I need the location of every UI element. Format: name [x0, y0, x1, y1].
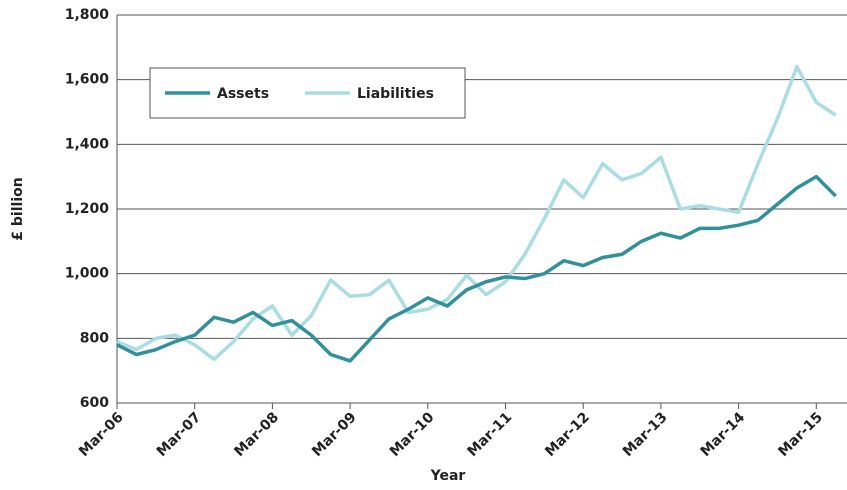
- x-tick-label: Mar-10: [387, 409, 438, 460]
- y-tick-label: 1,800: [65, 7, 110, 23]
- y-tick-label: 1,400: [65, 136, 110, 152]
- y-tick-label: 800: [80, 330, 109, 346]
- y-tick-label: 1,200: [65, 201, 110, 217]
- x-tick-label: Mar-11: [465, 409, 516, 460]
- y-tick-label: 1,000: [65, 266, 110, 282]
- series-line: [116, 174, 837, 363]
- y-tick-label: 1,600: [65, 72, 110, 88]
- legend: Assets Liabilities: [149, 67, 466, 119]
- legend-label: Assets: [217, 86, 269, 102]
- x-tick-label: Mar-15: [775, 409, 826, 460]
- x-tick-label: Mar-09: [309, 409, 360, 460]
- y-tick-label: 600: [80, 395, 109, 411]
- x-tick-label: Mar-14: [698, 409, 749, 460]
- x-tick-label: Mar-13: [620, 409, 671, 460]
- x-tick-label: Mar-07: [154, 409, 205, 460]
- x-tick-label: Mar-06: [76, 409, 127, 460]
- x-tick-label: Mar-08: [231, 409, 282, 460]
- x-tick-label: Mar-12: [542, 409, 593, 460]
- y-axis-label: £ billion: [10, 177, 26, 240]
- x-axis-label: Year: [430, 468, 466, 484]
- legend-label: Liabilities: [357, 86, 434, 102]
